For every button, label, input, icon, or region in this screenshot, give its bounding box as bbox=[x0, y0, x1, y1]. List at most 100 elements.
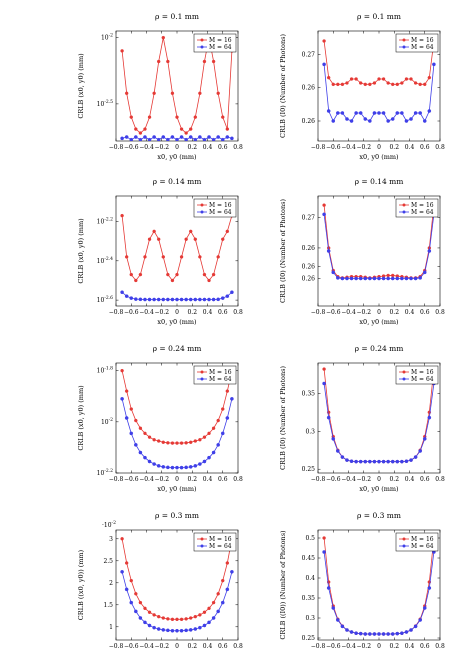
data-point bbox=[340, 276, 345, 281]
x-tick-label: −0.4 bbox=[341, 144, 356, 151]
x-tick-label: 0.8 bbox=[435, 144, 445, 151]
data-point bbox=[198, 438, 202, 442]
data-point bbox=[156, 627, 161, 631]
y-axis-label: CRLB ((I0)) (Number of Photons) bbox=[279, 530, 287, 640]
data-point bbox=[156, 297, 161, 302]
data-point bbox=[211, 600, 216, 605]
data-point bbox=[179, 617, 184, 622]
data-point bbox=[404, 276, 409, 281]
data-point bbox=[225, 229, 230, 234]
data-point bbox=[220, 431, 225, 436]
data-point bbox=[400, 631, 404, 636]
data-point bbox=[225, 135, 230, 139]
data-point bbox=[322, 367, 326, 371]
x-tick-label: −0.6 bbox=[326, 643, 341, 650]
legend-label: M = 16 bbox=[411, 536, 434, 543]
y-tick-label: 2 bbox=[109, 580, 113, 587]
data-point bbox=[156, 137, 161, 141]
data-point bbox=[372, 111, 377, 115]
data-point bbox=[152, 613, 156, 617]
x-tick-label: 0 bbox=[377, 309, 381, 316]
data-point bbox=[166, 59, 170, 64]
data-point bbox=[124, 587, 129, 592]
data-point bbox=[349, 630, 354, 634]
data-point bbox=[345, 628, 349, 632]
data-point bbox=[166, 465, 170, 470]
data-point bbox=[381, 459, 386, 464]
data-point bbox=[423, 82, 427, 87]
data-point bbox=[134, 609, 138, 614]
legend-label: M = 16 bbox=[209, 37, 232, 44]
data-point bbox=[322, 212, 326, 217]
data-point bbox=[193, 137, 198, 141]
data-point bbox=[170, 628, 175, 633]
x-axis-label: x0, y0 (mm) bbox=[359, 318, 399, 326]
data-point bbox=[156, 464, 161, 468]
legend-box bbox=[395, 365, 439, 385]
data-point bbox=[120, 368, 124, 373]
data-point bbox=[175, 628, 179, 633]
chart-r1c1: ρ = 0.14 mm −0.8 −0.6 −0.4 −0.2 0 0.2 0.4 0.6 0.8… bbox=[279, 177, 445, 326]
data-point bbox=[225, 587, 230, 592]
data-point bbox=[184, 297, 188, 302]
data-point bbox=[166, 272, 170, 277]
x-axis-label: x0, y0 (mm) bbox=[359, 153, 399, 161]
y-axis-label: CRLB (x0, y0) (mm) bbox=[77, 218, 85, 284]
chart-title: ρ = 0.1 mm bbox=[357, 12, 401, 21]
data-point bbox=[230, 397, 234, 401]
data-point bbox=[202, 435, 207, 439]
y-tick-label: 10-2.5 bbox=[97, 99, 113, 108]
x-tick-label: −0.6 bbox=[124, 476, 139, 483]
data-point bbox=[358, 459, 363, 464]
data-point bbox=[124, 416, 129, 420]
x-tick-label: −0.4 bbox=[341, 643, 356, 650]
legend-label: M = 64 bbox=[209, 209, 232, 216]
data-point bbox=[422, 437, 427, 441]
legend-swatch-marker bbox=[402, 210, 406, 214]
data-point bbox=[345, 81, 349, 85]
y-tick-label: 10-2.6 bbox=[97, 295, 113, 304]
data-point bbox=[322, 39, 326, 43]
data-point bbox=[368, 459, 372, 464]
x-tick-label: 0.4 bbox=[203, 144, 213, 151]
legend-swatch-marker bbox=[402, 203, 406, 207]
chart-title: ρ = 0.24 mm bbox=[355, 344, 404, 353]
legend-box bbox=[193, 33, 237, 53]
data-point bbox=[336, 82, 340, 87]
data-point bbox=[326, 109, 331, 113]
data-point bbox=[377, 459, 381, 464]
chart-r0c1: ρ = 0.1 mm −0.8 −0.6 −0.4 −0.2 0 0.2 0.4 0.6 0.8 0… bbox=[279, 12, 445, 161]
data-point bbox=[404, 630, 409, 634]
x-tick-label: 0.6 bbox=[420, 309, 430, 316]
data-point bbox=[386, 119, 390, 123]
x-tick-label: 0.4 bbox=[405, 144, 415, 151]
data-point bbox=[179, 135, 184, 139]
data-point bbox=[413, 81, 418, 85]
data-point bbox=[152, 297, 156, 302]
data-point bbox=[202, 610, 207, 614]
data-point bbox=[372, 459, 377, 464]
y-tick-label: 10-2 bbox=[101, 33, 113, 42]
chart-r1c0: ρ = 0.14 mm −0.8 −0.6 −0.4 −0.2 0 0.2 0.4 0.6 0.8… bbox=[77, 177, 243, 326]
legend-label: M = 64 bbox=[411, 209, 434, 216]
y-tick-label: 0.26 bbox=[302, 118, 316, 125]
legend-label: M = 64 bbox=[209, 44, 232, 51]
data-point bbox=[427, 75, 432, 80]
data-point bbox=[129, 600, 134, 605]
data-point bbox=[413, 455, 418, 459]
legend-swatch-marker bbox=[200, 537, 204, 541]
data-point bbox=[193, 439, 198, 443]
x-tick-label: 0.4 bbox=[405, 643, 415, 650]
x-tick-label: −0.2 bbox=[356, 643, 371, 650]
x-tick-label: 0.8 bbox=[233, 309, 243, 316]
data-point bbox=[363, 459, 368, 464]
data-point bbox=[189, 440, 193, 445]
data-point bbox=[184, 441, 188, 445]
data-point bbox=[147, 610, 152, 614]
data-point bbox=[193, 237, 198, 241]
data-point bbox=[395, 631, 400, 636]
data-point bbox=[359, 81, 363, 85]
chart-title: ρ = 0.14 mm bbox=[153, 177, 202, 186]
y-tick-label: 0.4 bbox=[305, 575, 315, 582]
data-point bbox=[390, 459, 395, 464]
